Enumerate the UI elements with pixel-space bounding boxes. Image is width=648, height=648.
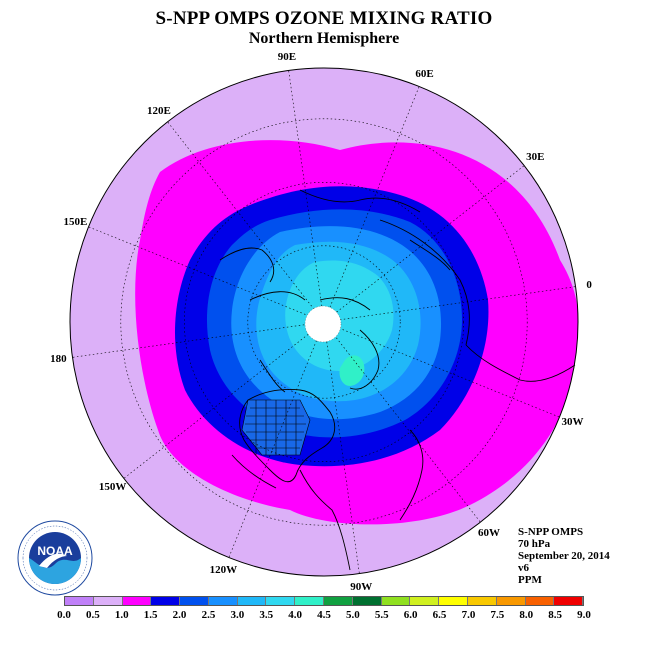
colorbar-swatch xyxy=(93,597,123,605)
longitude-label: 120W xyxy=(209,564,238,577)
ozone-band-4.0-4.5 xyxy=(339,355,365,386)
longitude-label: 120E xyxy=(147,104,171,117)
colorbar-tick-label: 7.5 xyxy=(490,609,505,621)
longitude-label: 150W xyxy=(98,480,127,493)
colorbar-tick-label: 3.0 xyxy=(230,609,245,621)
colorbar-tick-label: 0.5 xyxy=(86,609,100,621)
longitude-label: 60W xyxy=(477,527,500,540)
colorbar-tick-label: 4.0 xyxy=(288,609,302,621)
info-level: 70 hPa xyxy=(518,538,551,550)
colorbar-tick-label: 8.0 xyxy=(519,609,534,621)
info-units: PPM xyxy=(518,574,542,586)
colorbar-swatch xyxy=(554,597,584,605)
colorbar-tick-label: 2.0 xyxy=(172,609,187,621)
info-version: v6 xyxy=(518,562,529,574)
coastlines xyxy=(219,189,576,571)
colorbar-swatch xyxy=(467,597,497,605)
colorbar-swatch xyxy=(180,597,209,605)
colorbar-tick-label: 8.5 xyxy=(548,609,562,621)
longitude-label: 90W xyxy=(350,581,373,594)
colorbar-tick-label: 3.5 xyxy=(259,609,274,621)
colorbar-tick-label: 5.0 xyxy=(346,609,360,621)
colorbar-swatch xyxy=(151,597,181,605)
graticule xyxy=(72,70,576,574)
colorbar-tick-label: 0.0 xyxy=(57,609,71,621)
colorbar xyxy=(64,596,584,606)
colorbar-tick-label: 4.5 xyxy=(317,609,331,621)
colorbar-tick-label: 6.0 xyxy=(403,609,418,621)
colorbar-tick-label: 6.5 xyxy=(432,609,447,621)
info-instrument: S-NPP OMPS xyxy=(518,526,584,538)
colorbar-swatch xyxy=(237,597,267,605)
polar-data-gap xyxy=(305,306,341,342)
colorbar-tick-label: 7.0 xyxy=(461,609,476,621)
noaa-logo: NOAA xyxy=(17,520,93,601)
longitude-label: 150E xyxy=(63,215,88,228)
colorbar-swatch xyxy=(122,597,152,605)
colorbar-swatch xyxy=(266,597,296,605)
colorbar-swatch xyxy=(208,597,238,605)
longitude-label: 30W xyxy=(561,416,584,429)
longitude-label: 30E xyxy=(526,151,545,163)
colorbar-swatch xyxy=(352,597,382,605)
colorbar-tick-label: 5.5 xyxy=(374,609,389,621)
longitude-label: 0 xyxy=(586,278,592,291)
colorbar-tick-label: 9.0 xyxy=(577,609,591,621)
map-subtitle: Northern Hemisphere xyxy=(248,30,400,47)
colorbar-tick-label: 1.5 xyxy=(143,609,158,621)
info-date: September 20, 2014 xyxy=(518,550,610,562)
latitude-circle xyxy=(247,245,401,399)
colorbar-swatch xyxy=(496,597,526,605)
colorbar-tick-label: 1.0 xyxy=(114,609,129,621)
longitude-label: 180 xyxy=(50,353,67,366)
colorbar-swatch xyxy=(324,597,353,605)
colorbar-swatch xyxy=(295,597,325,605)
colorbar-swatch xyxy=(525,597,555,605)
latitude-circle xyxy=(120,118,528,526)
logo-text: NOAA xyxy=(37,544,73,558)
us-data-gap-hatching xyxy=(241,399,311,456)
longitude-label: 60E xyxy=(415,67,434,80)
map-title: S-NPP OMPS OZONE MIXING RATIO xyxy=(155,8,493,29)
map-boundary-circle xyxy=(69,67,579,577)
ozone-band-3.5-4.0 xyxy=(285,260,394,372)
colorbar-swatch xyxy=(65,597,94,605)
colorbar-tick-label: 2.5 xyxy=(201,609,216,621)
longitude-label: 90E xyxy=(277,50,297,63)
colorbar-swatch xyxy=(381,597,411,605)
colorbar-swatch xyxy=(410,597,440,605)
colorbar-swatch xyxy=(439,597,468,605)
latitude-circle xyxy=(184,182,464,462)
